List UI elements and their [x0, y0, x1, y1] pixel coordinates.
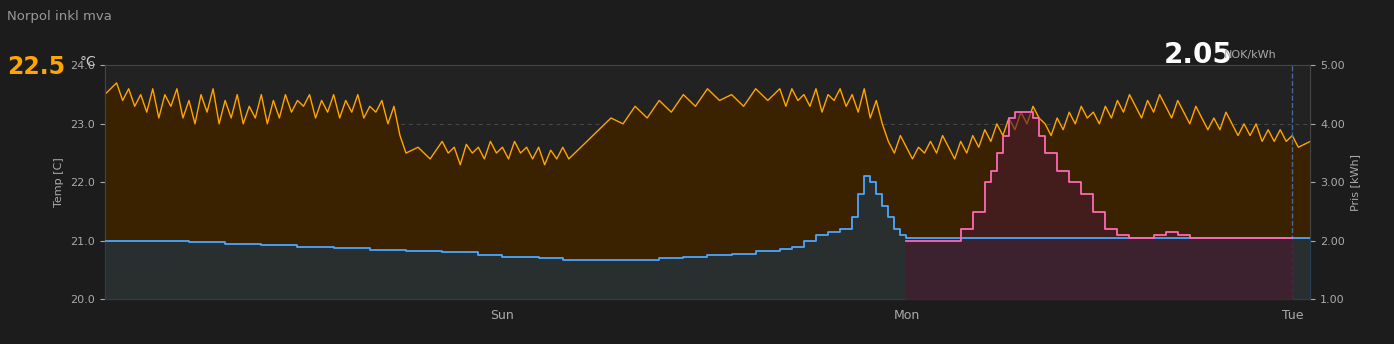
Text: NOK/kWh: NOK/kWh [1224, 50, 1277, 60]
Text: °C: °C [79, 55, 96, 69]
Y-axis label: Temp [C]: Temp [C] [54, 158, 64, 207]
Y-axis label: Pris [kWh]: Pris [kWh] [1351, 154, 1361, 211]
Text: 22.5: 22.5 [7, 55, 66, 79]
Text: Norpol inkl mva: Norpol inkl mva [7, 10, 112, 23]
Text: 2.05: 2.05 [1164, 41, 1232, 69]
